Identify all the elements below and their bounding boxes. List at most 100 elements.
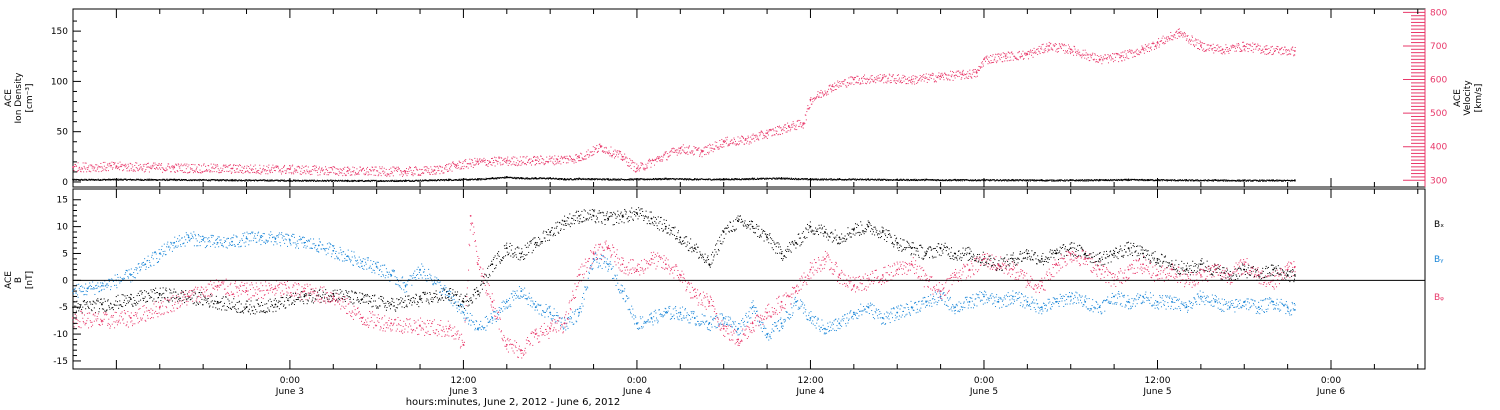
- velocity-sample: [599, 143, 601, 145]
- velocity-sample: [928, 73, 930, 75]
- velocity-sample: [394, 167, 396, 169]
- velocity-sample: [1082, 53, 1084, 55]
- velocity-sample: [632, 161, 634, 163]
- velocity-sample: [925, 77, 927, 79]
- velocity-sample: [1117, 53, 1119, 55]
- density-sample: [169, 179, 171, 181]
- density-sample: [1127, 179, 1129, 181]
- velocity-sample: [601, 150, 603, 152]
- density-sample: [528, 178, 530, 180]
- velocity-sample: [796, 129, 798, 131]
- density-sample: [1127, 180, 1129, 182]
- velocity-sample: [669, 154, 671, 156]
- velocity-sample: [855, 82, 857, 84]
- velocity-sample: [197, 172, 199, 174]
- velocity-sample: [1018, 51, 1020, 53]
- velocity-sample: [1108, 55, 1110, 57]
- velocity-sample: [713, 148, 715, 150]
- density-sample: [716, 178, 718, 180]
- velocity-sample: [86, 171, 88, 173]
- velocity-sample: [507, 156, 509, 158]
- velocity-sample: [775, 130, 777, 132]
- density-sample: [226, 179, 228, 181]
- density-sample: [589, 179, 591, 181]
- velocity-sample: [1005, 57, 1007, 59]
- velocity-sample: [148, 166, 150, 168]
- density-sample: [269, 179, 271, 181]
- velocity-sample: [1025, 52, 1027, 54]
- velocity-sample: [705, 153, 707, 155]
- density-sample: [579, 178, 581, 180]
- density-sample: [727, 178, 729, 180]
- velocity-sample: [203, 163, 205, 165]
- velocity-sample: [570, 157, 572, 159]
- velocity-sample: [781, 130, 783, 132]
- velocity-sample: [622, 159, 624, 161]
- velocity-sample: [547, 162, 549, 164]
- density-sample: [91, 178, 93, 180]
- velocity-sample: [388, 173, 390, 175]
- velocity-sample: [525, 157, 527, 159]
- velocity-sample: [431, 168, 433, 170]
- density-sample: [783, 177, 785, 179]
- density-sample: [1165, 180, 1167, 182]
- velocity-sample: [1044, 48, 1046, 50]
- density-sample: [704, 178, 706, 180]
- density-sample: [970, 179, 972, 181]
- velocity-sample: [756, 135, 758, 137]
- density-sample: [724, 178, 726, 180]
- density-sample: [131, 179, 133, 181]
- density-sample: [1199, 180, 1201, 182]
- velocity-sample: [102, 170, 104, 172]
- density-sample: [425, 179, 427, 181]
- velocity-sample: [494, 165, 496, 167]
- density-sample: [472, 178, 474, 180]
- density-sample: [1177, 180, 1179, 182]
- density-sample: [301, 180, 303, 182]
- density-sample: [77, 179, 79, 181]
- density-sample: [959, 179, 961, 181]
- velocity-sample: [156, 167, 158, 169]
- density-sample: [339, 180, 341, 182]
- velocity-sample: [324, 173, 326, 175]
- density-sample: [1268, 179, 1270, 181]
- velocity-sample: [266, 165, 268, 167]
- velocity-sample: [172, 165, 174, 167]
- density-sample: [202, 179, 204, 181]
- velocity-sample: [298, 166, 300, 168]
- density-sample: [814, 178, 816, 180]
- density-sample: [652, 178, 654, 180]
- velocity-sample: [950, 75, 952, 77]
- velocity-sample: [910, 81, 912, 83]
- velocity-sample: [978, 65, 980, 67]
- velocity-sample: [851, 82, 853, 84]
- velocity-sample: [380, 172, 382, 174]
- density-sample: [614, 178, 616, 180]
- velocity-sample: [617, 156, 619, 158]
- velocity-sample: [170, 171, 172, 173]
- density-sample: [574, 178, 576, 180]
- velocity-sample: [113, 162, 115, 164]
- velocity-sample: [250, 164, 252, 166]
- velocity-sample: [1050, 47, 1052, 49]
- velocity-sample: [178, 164, 180, 166]
- density-sample: [246, 179, 248, 181]
- density-sample: [873, 179, 875, 181]
- density-sample: [306, 180, 308, 182]
- velocity-sample: [675, 149, 677, 151]
- velocity-sample: [858, 78, 860, 80]
- velocity-sample: [517, 159, 519, 161]
- density-sample: [1190, 179, 1192, 181]
- density-sample: [331, 179, 333, 181]
- velocity-sample: [947, 79, 949, 81]
- density-sample: [892, 179, 894, 181]
- velocity-sample: [383, 173, 385, 175]
- velocity-sample: [458, 167, 460, 169]
- velocity-sample: [510, 161, 512, 163]
- velocity-sample: [275, 166, 277, 168]
- density-sample: [176, 180, 178, 182]
- density-sample: [838, 179, 840, 181]
- velocity-point: [1243, 45, 1246, 47]
- velocity-sample: [663, 154, 665, 156]
- density-sample: [604, 179, 606, 181]
